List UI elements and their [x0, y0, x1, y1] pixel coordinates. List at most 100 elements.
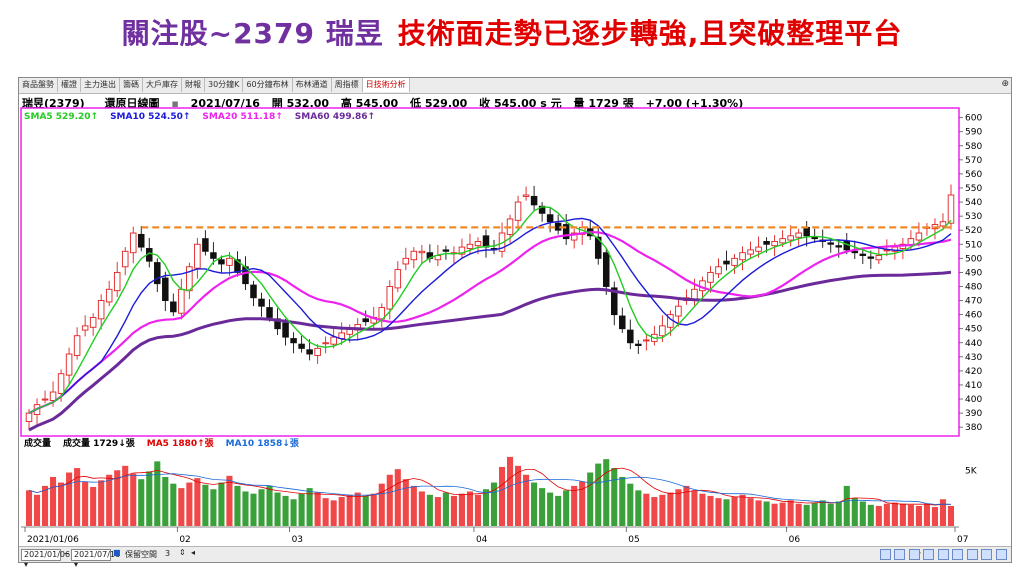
- price-tick-label-590: 590: [965, 128, 982, 138]
- volume-bar: [715, 498, 722, 526]
- tab-7[interactable]: 60分鐘布林: [243, 78, 293, 92]
- volume-ma10-line: [28, 473, 952, 505]
- start-date-select[interactable]: 2021/01/06 ▾: [21, 549, 70, 569]
- tab-2[interactable]: 主力進出: [81, 78, 120, 92]
- volume-bar: [635, 490, 642, 526]
- candle-body: [627, 329, 634, 344]
- candle-body: [747, 249, 754, 255]
- settings-icon[interactable]: [981, 549, 993, 560]
- candle-body: [458, 246, 466, 255]
- candle-body: [210, 252, 217, 259]
- end-date-select[interactable]: 2021/07/16 ▾: [71, 549, 120, 569]
- candle-body: [570, 232, 578, 241]
- grid-icon[interactable]: [952, 549, 964, 560]
- candle-body: [290, 338, 297, 344]
- volume-bar: [827, 503, 834, 526]
- volume-bar: [266, 485, 273, 526]
- fit-icon[interactable]: [966, 549, 978, 560]
- reserve-value[interactable]: 3: [165, 549, 171, 558]
- volume-bar: [867, 504, 874, 526]
- volume-bar: [33, 494, 41, 526]
- candle-body: [530, 195, 538, 206]
- volume-bar: [619, 476, 626, 526]
- volume-bar: [651, 497, 658, 526]
- candle-body: [739, 252, 746, 261]
- x-tick-label-2: 03: [292, 535, 303, 545]
- volume-bar: [402, 479, 409, 526]
- tab-8[interactable]: 布林通道: [293, 78, 332, 92]
- candle-body: [474, 241, 482, 247]
- candle-body: [89, 316, 97, 328]
- volume-bar: [683, 485, 690, 526]
- volume-bar: [258, 489, 265, 526]
- candle-body: [97, 300, 105, 320]
- volume-bar: [250, 493, 257, 526]
- candle-body: [57, 373, 65, 394]
- volume-bar: [90, 487, 97, 526]
- tab-10[interactable]: 日技術分析: [362, 78, 410, 92]
- add-icon[interactable]: [923, 549, 935, 560]
- volume-bar: [378, 483, 385, 526]
- zoom-icon[interactable]: ⊕: [1001, 79, 1009, 89]
- volume-bar: [555, 495, 562, 526]
- volume-bar: [154, 461, 161, 526]
- volume-bar: [82, 481, 89, 526]
- zoom-in-icon[interactable]: [894, 549, 906, 560]
- zoom-out-icon[interactable]: [879, 549, 891, 560]
- chart-window: 商品盤勢 權證 主力進出 籌碼 大戶庫存 財報 30分鐘K 60分鐘布林 布林通道 周指標 日技術分…: [18, 77, 1012, 569]
- chart-name: 還原日線圖: [104, 97, 160, 110]
- volume-bar: [907, 504, 914, 526]
- tab-1[interactable]: 權證: [58, 78, 81, 92]
- candle-body: [178, 288, 185, 314]
- volume-bar: [851, 498, 858, 526]
- volume-bar: [410, 485, 417, 526]
- volume-bar: [739, 494, 746, 526]
- candle-body: [787, 235, 794, 241]
- volume-bar: [306, 488, 313, 526]
- volume-bar: [691, 490, 698, 526]
- volume-bar: [755, 500, 762, 526]
- apply-icon[interactable]: ■: [113, 548, 121, 557]
- volume-bar: [875, 505, 882, 526]
- volume-bar: [947, 505, 955, 526]
- quote-change: +7.00 (+1.30%): [645, 97, 744, 110]
- candle-body: [129, 232, 137, 254]
- volume-bar: [579, 481, 586, 526]
- candle-body: [418, 250, 426, 254]
- candle-body: [170, 301, 177, 313]
- volume-bar: [498, 466, 506, 526]
- help-icon[interactable]: [996, 549, 1007, 560]
- tab-6[interactable]: 30分鐘K: [205, 78, 244, 92]
- tab-0[interactable]: 商品盤勢: [19, 78, 58, 92]
- scroll-left-icon[interactable]: ◂: [191, 548, 196, 557]
- candle-body: [298, 343, 305, 349]
- candle-body: [113, 271, 121, 292]
- tab-9[interactable]: 周指標: [332, 78, 363, 92]
- spin-icon[interactable]: ⇕: [179, 548, 186, 557]
- refresh-icon[interactable]: [908, 549, 920, 560]
- tab-3[interactable]: 籌碼: [120, 78, 143, 92]
- volume-bar: [146, 471, 153, 526]
- x-tick-label-0: 2021/01/06: [27, 535, 79, 545]
- price-tick-label-510: 510: [965, 240, 982, 250]
- volume-bar: [811, 502, 818, 526]
- candle-body: [226, 257, 233, 266]
- reserve-label: 保留空間: [125, 550, 157, 559]
- volume-bar: [667, 492, 674, 526]
- volume-bar: [41, 485, 49, 526]
- volume-bar: [106, 474, 113, 526]
- candle-body: [875, 255, 883, 261]
- candle-body: [731, 257, 738, 266]
- candle-body: [562, 224, 570, 240]
- tab-5[interactable]: 財報: [182, 78, 205, 92]
- candle-body: [691, 288, 698, 300]
- tab-4[interactable]: 大戶庫存: [143, 78, 182, 92]
- volume-bar: [394, 469, 401, 526]
- volume-bar: [66, 472, 73, 526]
- volume-bar: [354, 492, 361, 526]
- volume-bar: [218, 482, 225, 526]
- settings-icon[interactable]: ▪: [171, 97, 179, 110]
- candle-body: [65, 353, 73, 376]
- subtract-icon[interactable]: [937, 549, 949, 560]
- volume-bar: [25, 490, 33, 526]
